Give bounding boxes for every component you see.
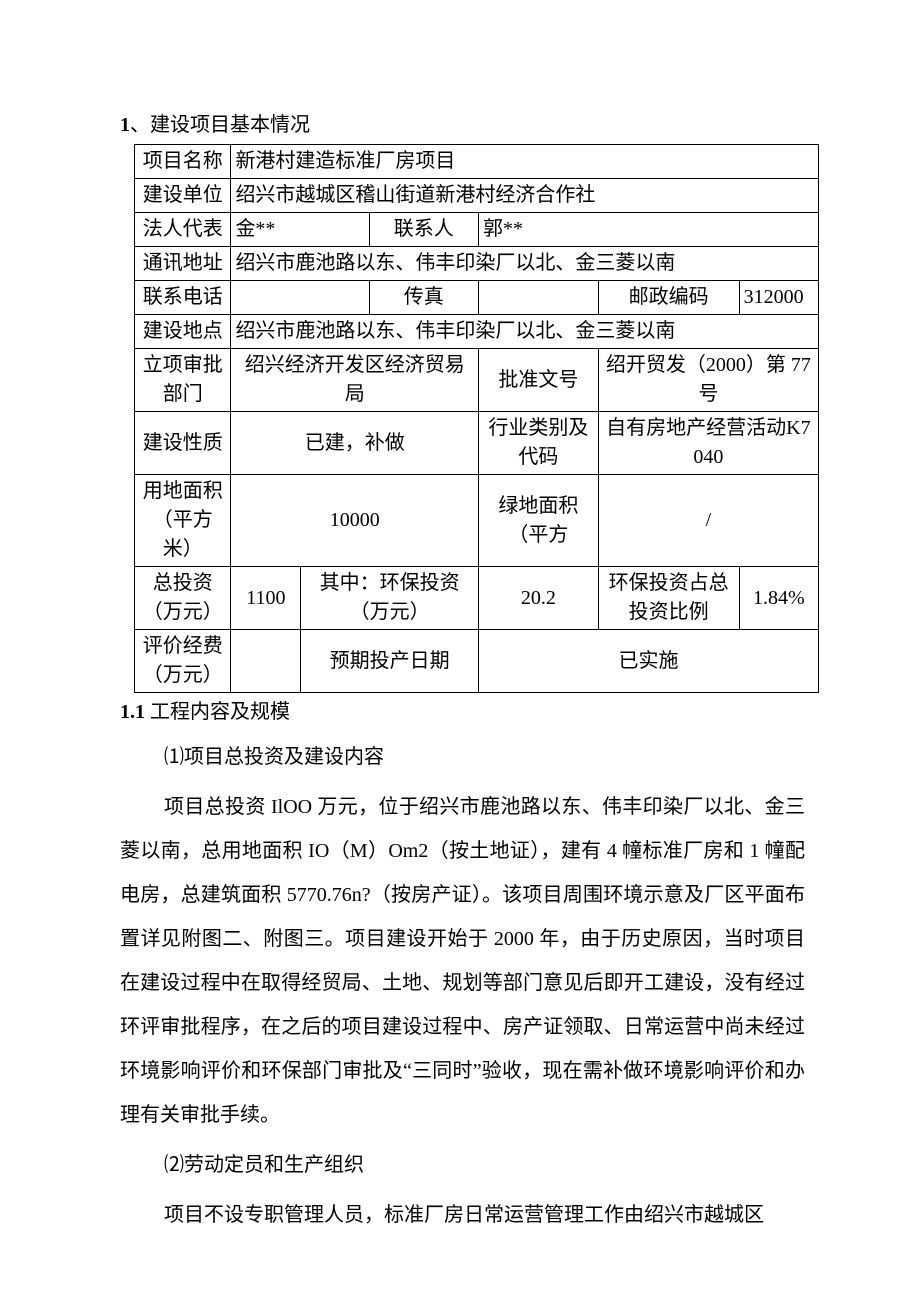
section-1-title: 、建设项目基本情况 <box>130 114 310 136</box>
table-row: 建设单位 绍兴市越城区稽山街道新港村经济合作社 <box>135 179 819 213</box>
table-row: 项目名称 新港村建造标准厂房项目 <box>135 145 819 179</box>
cell-value: 绍兴市鹿池路以东、伟丰印染厂以北、金三菱以南 <box>231 247 819 281</box>
cell-value: 已实施 <box>479 630 819 693</box>
cell-value <box>231 281 369 315</box>
section-1-1-number: 1.1 <box>120 701 145 723</box>
section-1-1-heading: 1.1 工程内容及规模 <box>120 697 805 727</box>
cell-label: 总投资（万元） <box>135 567 231 630</box>
cell-label: 建设地点 <box>135 315 231 349</box>
cell-label: 传真 <box>369 281 478 315</box>
cell-label: 项目名称 <box>135 145 231 179</box>
cell-value: 绍开贸发（2000）第 77 号 <box>598 349 818 412</box>
cell-value: 绍兴市越城区稽山街道新港村经济合作社 <box>231 179 819 213</box>
cell-value: / <box>598 475 818 567</box>
section-1-1-title: 工程内容及规模 <box>145 701 290 723</box>
table-row: 立项审批部门 绍兴经济开发区经济贸易局 批准文号 绍开贸发（2000）第 77 … <box>135 349 819 412</box>
table-row: 用地面积（平方米） 10000 绿地面积（平方 / <box>135 475 819 567</box>
cell-label: 通讯地址 <box>135 247 231 281</box>
cell-value: 金** <box>231 213 369 247</box>
cell-value <box>231 630 301 693</box>
table-row: 通讯地址 绍兴市鹿池路以东、伟丰印染厂以北、金三菱以南 <box>135 247 819 281</box>
cell-value: 新港村建造标准厂房项目 <box>231 145 819 179</box>
cell-label: 用地面积（平方米） <box>135 475 231 567</box>
table-row: 建设性质 已建，补做 行业类别及代码 自有房地产经营活动K7040 <box>135 412 819 475</box>
document-page: 1、建设项目基本情况 项目名称 新港村建造标准厂房项目 建设单位 绍兴市越城区稽… <box>0 0 920 1303</box>
cell-value <box>479 281 599 315</box>
table-row: 评价经费（万元） 预期投产日期 已实施 <box>135 630 819 693</box>
paragraph-2: 项目不设专职管理人员，标准厂房日常运营管理工作由绍兴市越城区 <box>120 1193 805 1237</box>
cell-label: 联系电话 <box>135 281 231 315</box>
table-row: 联系电话 传真 邮政编码 312000 <box>135 281 819 315</box>
project-basic-info-table: 项目名称 新港村建造标准厂房项目 建设单位 绍兴市越城区稽山街道新港村经济合作社… <box>134 144 819 693</box>
cell-value: 312000 <box>739 281 818 315</box>
table-row: 法人代表 金** 联系人 郭** <box>135 213 819 247</box>
cell-value: 绍兴市鹿池路以东、伟丰印染厂以北、金三菱以南 <box>231 315 819 349</box>
cell-label: 绿地面积（平方 <box>479 475 599 567</box>
cell-label: 法人代表 <box>135 213 231 247</box>
cell-value: 自有房地产经营活动K7040 <box>598 412 818 475</box>
cell-label: 评价经费（万元） <box>135 630 231 693</box>
table-row: 总投资（万元） 1100 其中：环保投资（万元） 20.2 环保投资占总投资比例… <box>135 567 819 630</box>
cell-value: 10000 <box>231 475 479 567</box>
section-1-heading: 1、建设项目基本情况 <box>120 110 805 140</box>
cell-value: 已建，补做 <box>231 412 479 475</box>
cell-label: 预期投产日期 <box>301 630 479 693</box>
section-1-number: 1 <box>120 114 130 136</box>
cell-label: 联系人 <box>369 213 478 247</box>
cell-value: 1100 <box>231 567 301 630</box>
cell-label: 立项审批部门 <box>135 349 231 412</box>
subheading-1: ⑴项目总投资及建设内容 <box>120 735 805 779</box>
paragraph-1: 项目总投资 IlOO 万元，位于绍兴市鹿池路以东、伟丰印染厂以北、金三菱以南，总… <box>120 785 805 1137</box>
cell-value: 绍兴经济开发区经济贸易局 <box>231 349 479 412</box>
cell-value: 1.84% <box>739 567 818 630</box>
cell-value: 20.2 <box>479 567 599 630</box>
cell-label: 批准文号 <box>479 349 599 412</box>
cell-label: 行业类别及代码 <box>479 412 599 475</box>
cell-label: 环保投资占总投资比例 <box>598 567 739 630</box>
cell-label: 建设性质 <box>135 412 231 475</box>
cell-label: 其中：环保投资（万元） <box>301 567 479 630</box>
cell-label: 建设单位 <box>135 179 231 213</box>
cell-value: 郭** <box>479 213 819 247</box>
table-row: 建设地点 绍兴市鹿池路以东、伟丰印染厂以北、金三菱以南 <box>135 315 819 349</box>
subheading-2: ⑵劳动定员和生产组织 <box>120 1143 805 1187</box>
cell-label: 邮政编码 <box>598 281 739 315</box>
